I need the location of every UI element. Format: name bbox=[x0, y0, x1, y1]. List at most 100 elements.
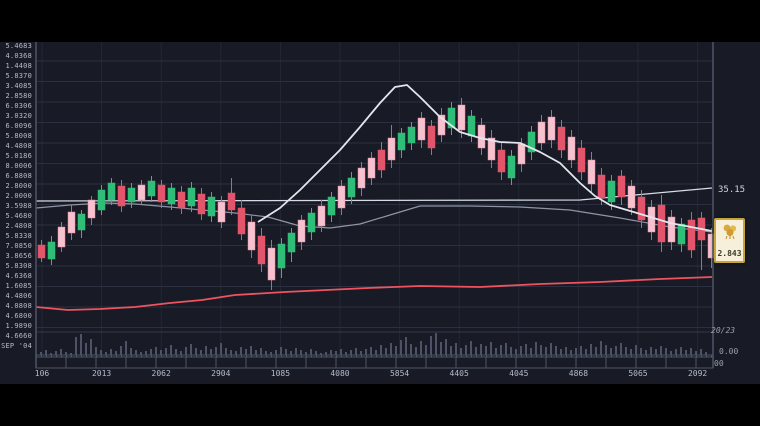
candlestick bbox=[647, 206, 656, 233]
y-axis-label: 6.0306 bbox=[5, 102, 32, 110]
volume-bar bbox=[125, 341, 127, 355]
volume-bar bbox=[140, 352, 142, 355]
volume-bar bbox=[345, 352, 347, 355]
candlestick bbox=[357, 167, 366, 189]
x-axis-label: 4045 bbox=[509, 369, 529, 378]
y-axis-label: 1.9890 bbox=[5, 322, 32, 330]
volume-bar bbox=[130, 348, 132, 355]
y-axis-label: 4.4808 bbox=[5, 142, 32, 150]
volume-bar bbox=[395, 346, 397, 355]
volume-bar bbox=[70, 353, 72, 355]
volume-bar bbox=[505, 343, 507, 355]
volume-bar bbox=[280, 347, 282, 355]
volume-bar bbox=[220, 343, 222, 355]
volume-bar bbox=[655, 349, 657, 355]
y-axis-label: 5.8370 bbox=[5, 72, 32, 80]
candlestick bbox=[397, 132, 406, 151]
candlestick bbox=[507, 155, 516, 179]
candlestick bbox=[667, 216, 676, 243]
top-letterbox-bar bbox=[0, 0, 760, 42]
white-ma-line bbox=[257, 84, 713, 232]
x-axis-label: 4405 bbox=[449, 369, 469, 378]
volume-bar bbox=[690, 348, 692, 355]
candlestick bbox=[607, 180, 616, 203]
candlestick bbox=[587, 159, 596, 185]
volume-bar bbox=[190, 344, 192, 355]
candlestick bbox=[597, 174, 606, 199]
volume-bar bbox=[115, 351, 117, 355]
volume-bar bbox=[235, 351, 237, 355]
candlestick bbox=[167, 187, 176, 205]
volume-bar bbox=[95, 347, 97, 355]
volume-bar bbox=[50, 353, 52, 355]
volume-bar bbox=[685, 350, 687, 355]
candlestick bbox=[97, 189, 106, 211]
candlestick bbox=[617, 175, 626, 198]
badge-price-value: 2.843 bbox=[717, 249, 742, 258]
volume-bar bbox=[675, 349, 677, 355]
volume-bar bbox=[610, 348, 612, 355]
candlestick bbox=[487, 137, 496, 161]
candlestick bbox=[117, 185, 126, 207]
volume-bar bbox=[410, 344, 412, 355]
candlestick bbox=[687, 219, 696, 251]
volume-bar bbox=[670, 351, 672, 355]
red-ma-line bbox=[35, 276, 713, 311]
right-axis-zero-label: 0.00 bbox=[719, 347, 739, 356]
candlestick bbox=[337, 185, 346, 209]
candlestick bbox=[457, 104, 466, 131]
candlestick bbox=[407, 126, 416, 144]
volume-bar bbox=[100, 350, 102, 355]
volume-bar bbox=[60, 349, 62, 355]
volume-bar bbox=[460, 348, 462, 355]
volume-bar bbox=[585, 349, 587, 355]
volume-bar bbox=[335, 351, 337, 355]
time-axis-scrollbar[interactable] bbox=[35, 356, 714, 369]
volume-bar bbox=[365, 349, 367, 355]
candlestick bbox=[577, 147, 586, 173]
x-axis-label: 5854 bbox=[389, 369, 410, 378]
volume-bar bbox=[290, 351, 292, 355]
x-axis-label: 106 bbox=[34, 369, 50, 378]
volume-bar bbox=[300, 350, 302, 355]
price-marker-badge[interactable]: 2.843 bbox=[714, 218, 745, 263]
volume-bar bbox=[195, 348, 197, 355]
volume-bar bbox=[270, 352, 272, 355]
candlestick bbox=[47, 241, 56, 260]
candlestick bbox=[567, 136, 576, 161]
candlestick bbox=[327, 196, 336, 216]
volume-bar bbox=[600, 341, 602, 355]
volume-bar bbox=[205, 346, 207, 355]
volume-bar bbox=[440, 342, 442, 355]
x-axis-label: 2092 bbox=[687, 369, 708, 378]
y-axis-label: 2.8000 bbox=[5, 182, 32, 190]
y-axis-label: 3.0320 bbox=[5, 112, 32, 120]
volume-bar bbox=[105, 352, 107, 355]
volume-bar bbox=[415, 347, 417, 355]
volume-bar bbox=[650, 347, 652, 355]
volume-bar bbox=[245, 349, 247, 355]
volume-bar bbox=[580, 346, 582, 355]
volume-bar bbox=[350, 350, 352, 355]
volume-bar bbox=[475, 347, 477, 355]
volume-bar bbox=[375, 350, 377, 355]
x-axis-label: 2062 bbox=[151, 369, 171, 378]
x-axis-label: 2904 bbox=[211, 369, 231, 378]
y-axis-label: 2.8580 bbox=[5, 92, 32, 100]
volume-bar bbox=[75, 337, 77, 355]
candlestick bbox=[107, 182, 116, 201]
volume-bar bbox=[470, 341, 472, 355]
candlestick bbox=[467, 115, 476, 137]
right-axis-zero-label: 00 bbox=[714, 359, 724, 368]
volume-bar bbox=[225, 348, 227, 355]
y-axis-label: 5.4683 bbox=[5, 42, 32, 50]
volume-bar bbox=[215, 347, 217, 355]
volume-bar bbox=[635, 345, 637, 355]
volume-bar bbox=[330, 350, 332, 355]
volume-bar bbox=[485, 346, 487, 355]
y-axis-label: 7.0850 bbox=[5, 242, 32, 250]
y-axis-label: 6.0096 bbox=[5, 122, 32, 130]
volume-bar bbox=[605, 345, 607, 355]
y-axis-label: 2.0000 bbox=[5, 192, 32, 200]
